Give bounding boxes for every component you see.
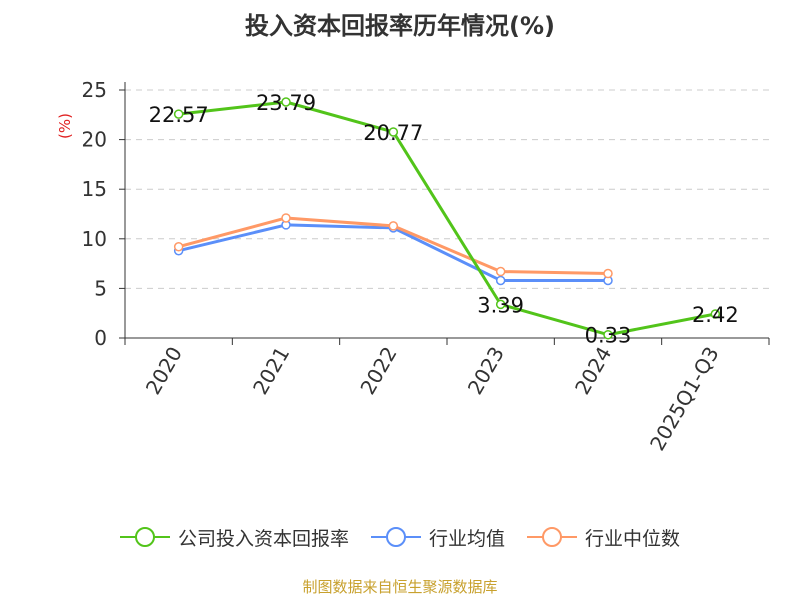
data-label: 22.57 [149,103,209,127]
legend-line-circle-icon [370,527,421,547]
legend-label: 行业均值 [428,527,505,550]
data-point [495,275,506,286]
x-tick-label: 2025Q1-Q3 [645,343,724,455]
legend-item[interactable]: 行业中位数 [527,524,680,551]
y-tick-label: 20 [82,128,107,152]
data-point [495,266,506,277]
data-point [603,268,613,279]
line-chart: 0 5 10 15 20 25 (%) 2020 2021 2022 2023 2024 2025Q1-… [56,78,770,455]
data-label: 20.77 [363,121,423,145]
legend-line-circle-icon [119,527,170,547]
y-axis-label: (%) [56,113,74,139]
chart-legend: 公司投入资本回报率 行业均值 行业中位数 [0,519,800,555]
y-tick-label: 5 [94,276,107,300]
data-point [173,109,184,119]
legend-label: 行业中位数 [585,527,681,550]
data-source-note: 制图数据来自恒生聚源数据库 [302,578,498,596]
x-tick-label: 2022 [355,343,401,399]
y-tick-label: 15 [82,177,107,201]
x-tick-label: 2021 [248,343,294,399]
y-tick-label: 25 [82,78,107,102]
x-tick-label: 2024 [570,343,616,399]
legend-item[interactable]: 公司投入资本回报率 [119,524,349,551]
chart-title: 投入资本回报率历年情况(%) [245,12,555,40]
x-tick-label: 2023 [463,343,509,399]
data-point [281,213,291,223]
data-label: 0.33 [585,324,632,348]
data-label: 2.42 [692,303,739,327]
data-point [281,97,291,107]
legend-item[interactable]: 行业均值 [370,524,505,551]
y-tick-label: 10 [82,227,107,251]
data-point [388,221,399,231]
series-line [178,100,716,337]
y-tick-label: 0 [94,326,107,350]
data-point [495,299,506,310]
data-point [388,127,399,137]
data-label: 3.39 [477,293,524,317]
x-tick-label: 2020 [141,343,187,399]
data-label: 23.79 [256,91,316,115]
data-point [710,309,721,319]
data-point [603,329,613,340]
legend-line-circle-icon [527,527,577,547]
data-point [173,241,184,252]
legend-label: 公司投入资本回报率 [177,527,349,550]
